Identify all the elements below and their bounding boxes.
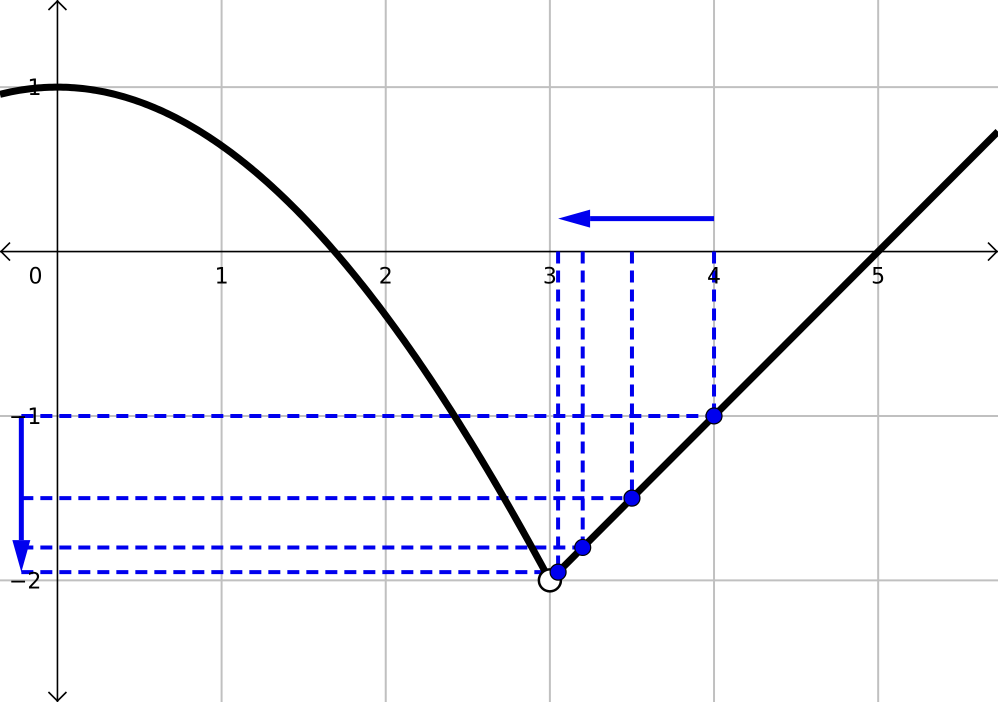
curve-left-piece	[0, 83, 553, 582]
approach-point-0	[705, 407, 723, 425]
markers	[537, 407, 723, 593]
x-tick-label-3: 3	[543, 265, 557, 290]
arrow-head-1	[12, 540, 31, 573]
x-tick-label-2: 2	[379, 265, 393, 290]
y-tick-label-minus-2: −2	[9, 569, 41, 594]
x-tick-label-1: 1	[215, 265, 229, 290]
guide-lines	[21, 251, 717, 575]
arrow-head-0	[558, 209, 591, 228]
x-axis-right-arrowhead	[987, 241, 998, 262]
y-axis-top-arrowhead	[47, 0, 68, 11]
y-tick-label-minus-1: −1	[9, 405, 41, 430]
x-tick-label-0: 0	[28, 265, 42, 290]
approach-point-1	[623, 489, 641, 507]
y-tick-label-1: 1	[27, 76, 41, 101]
function-curves	[0, 83, 998, 583]
x-tick-label-4: 4	[707, 265, 721, 290]
approach-arrows	[12, 209, 715, 573]
x-tick-label-5: 5	[871, 265, 885, 290]
approach-point-2	[574, 538, 592, 557]
x-axis-left-arrowhead	[0, 241, 11, 262]
curve-right-piece	[547, 129, 998, 583]
tick-labels: 0 1 2 3 4 5 1 −1 −2	[9, 76, 885, 594]
y-axis-bottom-arrowhead	[47, 691, 68, 702]
approach-point-3	[549, 563, 567, 581]
